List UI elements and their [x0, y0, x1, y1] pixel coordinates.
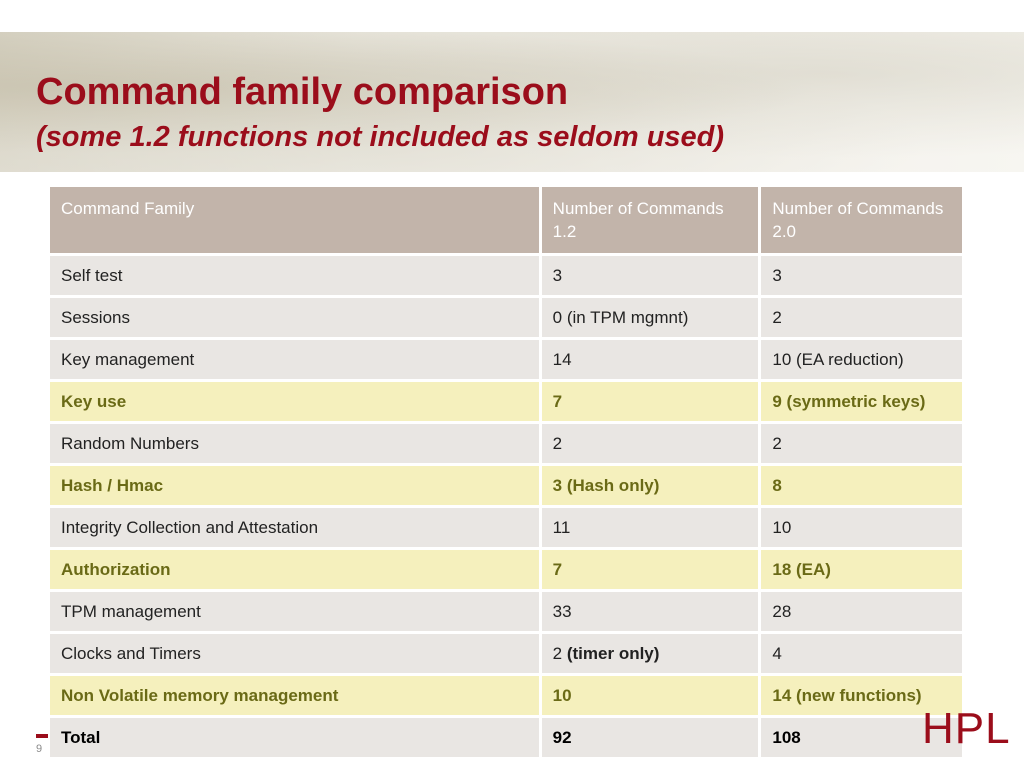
cell-v20: 2	[758, 298, 962, 337]
cell-v12: 7	[538, 382, 759, 421]
header-command-family: Command Family	[50, 187, 539, 253]
cell-family: Sessions	[50, 298, 539, 337]
cell-v20: 2	[758, 424, 962, 463]
cell-v12-note: (timer only)	[566, 644, 660, 663]
cell-v20: 14 (new functions)	[758, 676, 962, 715]
cell-v20: 3	[758, 256, 962, 295]
cell-v12-value: 2	[552, 644, 567, 663]
command-comparison-table: Command Family Number of Commands 1.2 Nu…	[50, 184, 962, 760]
cell-total-v12: 92	[538, 718, 759, 757]
header-commands-1-2: Number of Commands 1.2	[538, 187, 759, 253]
table-row: Key management 14 10 (EA reduction)	[50, 340, 962, 379]
cell-v12: 11	[538, 508, 759, 547]
cell-family: Non Volatile memory management	[50, 676, 539, 715]
cell-family: Authorization	[50, 550, 539, 589]
table-row: Clocks and Timers 2 (timer only) 4	[50, 634, 962, 673]
cell-v12: 2	[538, 424, 759, 463]
cell-family: Clocks and Timers	[50, 634, 539, 673]
cell-v20: 10 (EA reduction)	[758, 340, 962, 379]
cell-v20: 9 (symmetric keys)	[758, 382, 962, 421]
table-row: TPM management 33 28	[50, 592, 962, 631]
table-row-highlighted: Authorization 7 18 (EA)	[50, 550, 962, 589]
header-background	[0, 32, 1024, 172]
cell-family: Key use	[50, 382, 539, 421]
table-total-row: Total 92 108	[50, 718, 962, 757]
cell-v12: 33	[538, 592, 759, 631]
cell-total-label: Total	[50, 718, 539, 757]
cell-v12: 7	[538, 550, 759, 589]
cell-family: Integrity Collection and Attestation	[50, 508, 539, 547]
header-overlay	[0, 32, 1024, 172]
slide-number: 9	[36, 743, 43, 755]
table-row: Integrity Collection and Attestation 11 …	[50, 508, 962, 547]
cell-total-v20: 108	[758, 718, 962, 757]
cell-v20: 4	[758, 634, 962, 673]
cell-v12: 3	[538, 256, 759, 295]
slide-title: Command family comparison	[36, 71, 569, 113]
cell-family: Random Numbers	[50, 424, 539, 463]
cell-family: Key management	[50, 340, 539, 379]
table-row-highlighted: Non Volatile memory management 10 14 (ne…	[50, 676, 962, 715]
header-commands-2-0: Number of Commands 2.0	[758, 187, 962, 253]
table-header-row: Command Family Number of Commands 1.2 Nu…	[50, 187, 962, 253]
table-row-highlighted: Hash / Hmac 3 (Hash only) 8	[50, 466, 962, 505]
cell-v20: 28	[758, 592, 962, 631]
cell-v20: 8	[758, 466, 962, 505]
cell-v12: 0 (in TPM mgmnt)	[538, 298, 759, 337]
cell-v20: 10	[758, 508, 962, 547]
cell-v20: 18 (EA)	[758, 550, 962, 589]
cell-v12: 2 (timer only)	[538, 634, 759, 673]
cell-v12: 14	[538, 340, 759, 379]
cell-v12: 3 (Hash only)	[538, 466, 759, 505]
slide-subtitle: (some 1.2 functions not included as seld…	[36, 121, 725, 153]
table-row-highlighted: Key use 7 9 (symmetric keys)	[50, 382, 962, 421]
footer-accent-bar	[36, 734, 48, 738]
cell-v12: 10	[538, 676, 759, 715]
cell-family: TPM management	[50, 592, 539, 631]
table-row: Sessions 0 (in TPM mgmnt) 2	[50, 298, 962, 337]
logo: HPL	[922, 704, 1011, 753]
cell-family: Self test	[50, 256, 539, 295]
table-row: Random Numbers 2 2	[50, 424, 962, 463]
table-row: Self test 3 3	[50, 256, 962, 295]
cell-family: Hash / Hmac	[50, 466, 539, 505]
